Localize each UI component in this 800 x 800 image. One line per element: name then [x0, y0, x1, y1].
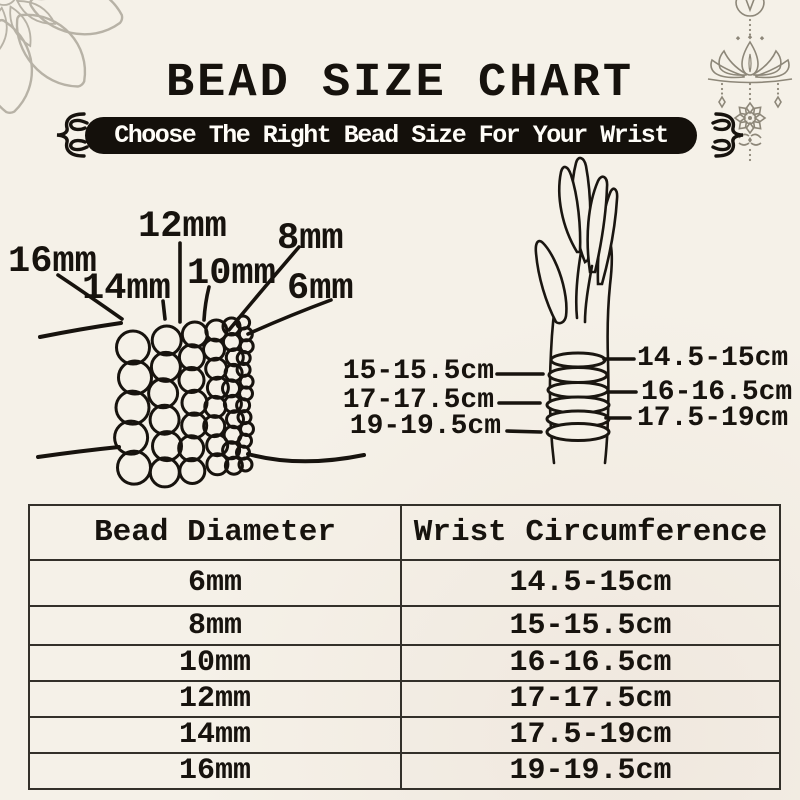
bead-size-label-10mm: 10mm — [187, 253, 276, 295]
wrist-label-15-15.5: 15-15.5cm — [342, 356, 494, 387]
cell-wrist-circumference: 17.5-19cm — [400, 716, 781, 754]
bead — [223, 455, 244, 476]
lotus-charms-icon — [707, 0, 793, 162]
cell-wrist-circumference: 14.5-15cm — [400, 559, 781, 607]
bead — [147, 377, 180, 410]
palm-line — [574, 250, 583, 320]
page-title: BEAD SIZE CHART — [165, 57, 635, 110]
bead — [114, 389, 151, 426]
bead — [116, 449, 152, 486]
bead-size-label-12mm: 12mm — [138, 206, 227, 248]
bead — [177, 366, 206, 394]
palm-line — [583, 264, 594, 324]
bead-columns — [113, 314, 255, 489]
wrist-label-17.5-19: 17.5-19cm — [637, 403, 789, 434]
table-header-bead-diameter: Bead Diameter — [28, 504, 402, 561]
table-header-row: Bead Diameter Wrist Circumference — [28, 504, 781, 561]
cell-bead-diameter: 6mm — [28, 559, 402, 607]
bead-size-label-8mm: 8mm — [277, 218, 344, 260]
bead-size-table: Bead Diameter Wrist Circumference 6mm 14.… — [28, 504, 781, 790]
wrist-label-19-19.5: 19-19.5cm — [349, 411, 501, 442]
table-row: 8mm 15-15.5cm — [28, 605, 781, 646]
bead — [113, 419, 150, 456]
bead — [177, 434, 206, 463]
cell-bead-diameter: 14mm — [28, 716, 402, 754]
cell-bead-diameter: 16mm — [28, 752, 402, 790]
table-row: 10mm 16-16.5cm — [28, 644, 781, 682]
bead — [205, 452, 230, 477]
cell-bead-diameter: 8mm — [28, 605, 402, 646]
arm-right-edge — [603, 240, 614, 465]
bangles — [545, 351, 611, 442]
hand-illustration — [495, 156, 638, 465]
table-row: 16mm 19-19.5cm — [28, 752, 781, 790]
bracelet-illustration — [36, 241, 366, 489]
banner-pill: Choose The Right Bead Size For Your Wris… — [85, 117, 697, 154]
bead — [178, 457, 207, 485]
table-row: 6mm 14.5-15cm — [28, 559, 781, 607]
bead — [148, 456, 181, 489]
bead — [202, 337, 226, 362]
bead — [204, 318, 229, 343]
bead-size-label-14mm: 14mm — [82, 268, 171, 310]
cell-wrist-circumference: 15-15.5cm — [400, 605, 781, 646]
cell-bead-diameter: 12mm — [28, 680, 402, 718]
bead — [115, 329, 151, 366]
wrist-label-17-17.5: 17-17.5cm — [342, 385, 494, 416]
wrist-label-16-16.5: 16-16.5cm — [641, 377, 793, 408]
cell-wrist-circumference: 16-16.5cm — [400, 644, 781, 682]
bead-size-label-6mm: 6mm — [287, 268, 354, 310]
thumb — [534, 239, 568, 325]
flourish-icon — [711, 112, 744, 158]
table-header-wrist-circumference: Wrist Circumference — [400, 504, 781, 561]
wrist-label-14.5-15: 14.5-15cm — [637, 343, 789, 374]
bead — [180, 411, 209, 440]
bead — [149, 350, 182, 383]
bead-size-label-16mm: 16mm — [8, 241, 97, 283]
wrist-lines — [36, 321, 366, 464]
bead — [180, 320, 209, 349]
flourish-icon — [56, 112, 89, 158]
banner-text: Choose The Right Bead Size For Your Wris… — [114, 121, 669, 150]
measure-leader-lines — [495, 357, 638, 434]
table-row: 14mm 17.5-19cm — [28, 716, 781, 754]
cell-wrist-circumference: 19-19.5cm — [400, 752, 781, 790]
finger — [586, 175, 609, 274]
bead — [205, 375, 230, 400]
bead — [151, 430, 183, 463]
bead — [177, 343, 206, 372]
finger — [558, 165, 582, 254]
bead — [150, 324, 183, 357]
cell-bead-diameter: 10mm — [28, 644, 402, 682]
cell-wrist-circumference: 17-17.5cm — [400, 680, 781, 718]
bead — [205, 433, 230, 458]
table-row: 12mm 17-17.5cm — [28, 680, 781, 718]
bead — [237, 456, 254, 473]
bead — [117, 359, 153, 396]
bead — [148, 403, 181, 436]
mandala-flower-icon — [0, 0, 124, 115]
